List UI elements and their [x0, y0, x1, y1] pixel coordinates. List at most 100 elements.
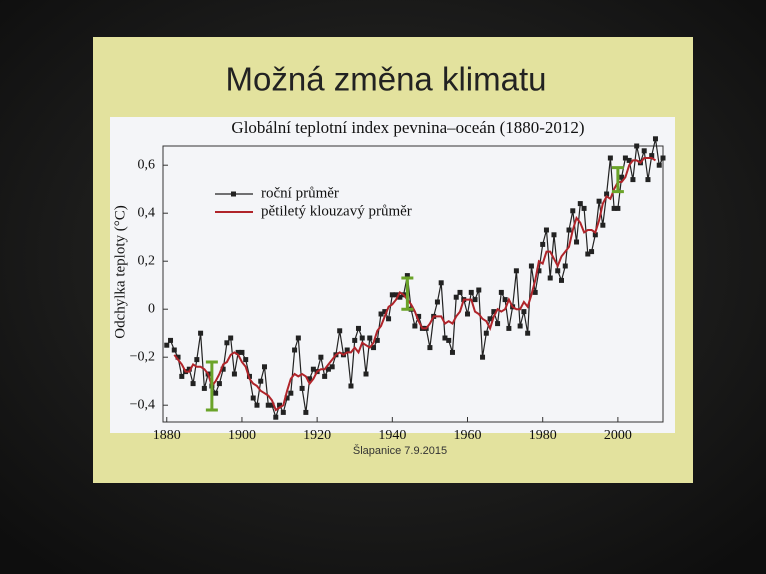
- data-point: [329, 364, 335, 370]
- data-point: [630, 177, 636, 183]
- data-point: [303, 409, 309, 415]
- chart-title: Globální teplotní index pevnina–oceán (1…: [231, 118, 584, 137]
- data-point: [487, 316, 493, 322]
- slide-title: Možná změna klimatu: [226, 61, 547, 98]
- data-point: [359, 335, 365, 341]
- data-point: [220, 366, 226, 372]
- data-point: [615, 205, 621, 211]
- data-point: [371, 345, 377, 351]
- data-point: [416, 313, 422, 319]
- legend-marker: [231, 191, 236, 197]
- data-point: [322, 373, 328, 379]
- data-point: [600, 222, 606, 228]
- y-axis-label: Odchylka teploty (°C): [112, 205, 128, 338]
- data-point: [577, 201, 583, 207]
- y-tick-label: 0,6: [138, 157, 156, 172]
- data-point: [607, 155, 613, 161]
- legend-label: pětiletý klouzavý průměr: [261, 203, 412, 219]
- plot-frame: [162, 145, 664, 423]
- data-point: [634, 143, 640, 149]
- data-point: [318, 354, 324, 360]
- data-point: [277, 402, 283, 408]
- data-point: [363, 371, 369, 377]
- data-point: [525, 330, 531, 336]
- data-point: [171, 347, 177, 353]
- data-point: [284, 395, 290, 401]
- data-point: [480, 354, 486, 360]
- data-point: [555, 268, 561, 274]
- data-point: [299, 385, 305, 391]
- data-point: [389, 292, 395, 298]
- data-point: [307, 376, 313, 382]
- data-point: [404, 273, 410, 279]
- data-point: [476, 287, 482, 293]
- x-tick-label: 1960: [454, 428, 482, 443]
- data-point: [355, 325, 361, 331]
- data-point: [547, 275, 553, 281]
- x-tick-label: 2000: [604, 428, 632, 443]
- data-point: [438, 280, 444, 286]
- data-point: [596, 198, 602, 204]
- data-point: [164, 342, 170, 348]
- data-point: [231, 371, 237, 377]
- data-point: [393, 292, 399, 298]
- data-point: [250, 395, 256, 401]
- data-point: [641, 148, 647, 154]
- data-point: [495, 321, 501, 327]
- data-point: [502, 297, 508, 303]
- data-point: [604, 191, 610, 197]
- data-point: [626, 157, 632, 163]
- y-tick-label: 0,2: [138, 253, 156, 268]
- data-point: [288, 390, 294, 396]
- data-point: [213, 390, 219, 396]
- data-point: [235, 349, 241, 355]
- data-point: [442, 335, 448, 341]
- data-point: [382, 309, 388, 315]
- data-point: [449, 349, 455, 355]
- data-point: [457, 289, 463, 295]
- data-point: [521, 309, 527, 315]
- data-point: [468, 289, 474, 295]
- data-point: [367, 335, 373, 341]
- data-point: [348, 383, 354, 389]
- data-point: [194, 357, 200, 363]
- data-point: [574, 239, 580, 245]
- data-point: [374, 337, 380, 343]
- x-tick-label: 1880: [153, 428, 181, 443]
- x-tick-label: 1980: [529, 428, 557, 443]
- data-point: [465, 311, 471, 317]
- data-point: [190, 381, 196, 387]
- data-point: [310, 366, 316, 372]
- y-tick-label: −0,4: [130, 397, 155, 412]
- data-point: [517, 323, 523, 329]
- data-point: [472, 297, 478, 303]
- data-point: [239, 349, 245, 355]
- data-point: [198, 330, 204, 336]
- data-point: [652, 136, 658, 142]
- data-point: [551, 232, 557, 238]
- data-point: [280, 409, 286, 415]
- data-point: [540, 241, 546, 247]
- data-point: [265, 402, 271, 408]
- data-point: [295, 335, 301, 341]
- data-point: [513, 268, 519, 274]
- y-tick-label: 0: [148, 301, 155, 316]
- data-point: [532, 289, 538, 295]
- data-point: [506, 325, 512, 331]
- data-point: [325, 366, 331, 372]
- data-point: [528, 263, 534, 269]
- data-point: [262, 364, 268, 370]
- data-point: [168, 337, 174, 343]
- data-point: [543, 227, 549, 233]
- data-point: [224, 340, 230, 346]
- data-point: [453, 294, 459, 300]
- data-point: [570, 208, 576, 214]
- data-point: [589, 249, 595, 255]
- data-point: [378, 311, 384, 317]
- data-point: [585, 251, 591, 257]
- slide-footer: Šlapanice 7.9.2015: [353, 444, 447, 457]
- data-point: [660, 155, 666, 161]
- data-point: [592, 232, 598, 238]
- data-point: [645, 177, 651, 183]
